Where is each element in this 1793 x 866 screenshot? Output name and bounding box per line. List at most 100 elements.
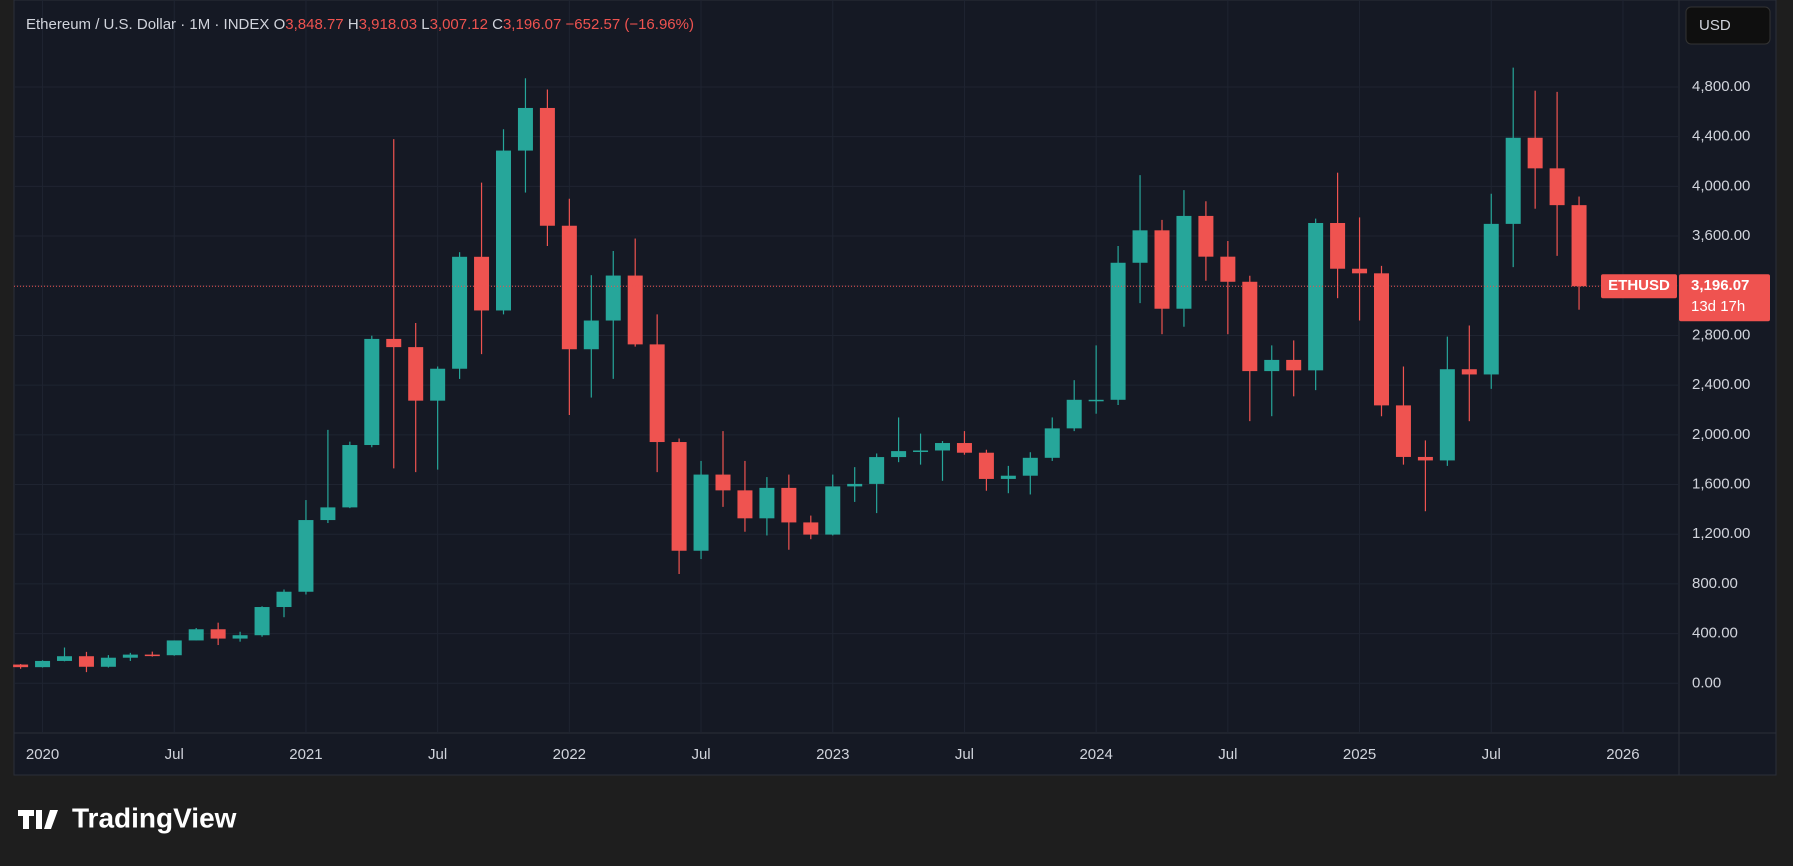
- x-tick-label: Jul: [1482, 746, 1501, 763]
- candle-body: [759, 487, 775, 519]
- candle-body: [1308, 223, 1324, 371]
- candle-body: [978, 452, 994, 479]
- candle-body: [869, 457, 885, 484]
- candle-body: [715, 474, 731, 491]
- candle-body: [78, 656, 94, 667]
- y-tick-label: 3,600.00: [1692, 227, 1750, 244]
- candle-body: [232, 635, 248, 639]
- y-tick-label: 2,400.00: [1692, 376, 1750, 393]
- candle-body: [1000, 475, 1016, 479]
- candle-body: [1176, 215, 1192, 309]
- o-label: O: [274, 16, 286, 33]
- y-tick-label: 400.00: [1692, 625, 1738, 642]
- candle-body: [847, 483, 863, 487]
- x-tick-label: Jul: [165, 746, 184, 763]
- candle-body: [496, 150, 511, 311]
- brand-logo: [18, 810, 58, 829]
- candle-body: [452, 256, 468, 369]
- candle-body: [935, 443, 950, 451]
- candle-body: [803, 522, 819, 535]
- candle-body: [386, 338, 402, 348]
- candle-body: [1286, 359, 1302, 371]
- candle-body: [1549, 168, 1565, 206]
- button-label[interactable]: USD: [1699, 17, 1731, 34]
- legend-header: Ethereum / U.S. Dollar · 1M · INDEX O3,8…: [26, 16, 694, 33]
- candle-body: [144, 654, 160, 657]
- candle-body: [605, 275, 621, 321]
- candle-body: [100, 657, 116, 667]
- candle-body: [517, 107, 533, 151]
- candle-body: [913, 450, 929, 452]
- candle-body: [561, 225, 577, 350]
- candle-body: [57, 656, 72, 661]
- candle-body: [474, 256, 490, 311]
- candle-body: [320, 507, 336, 521]
- candle-body: [1527, 137, 1543, 169]
- x-tick-label: 2020: [26, 746, 59, 763]
- candle-body: [1374, 273, 1389, 406]
- candle-body: [1264, 359, 1280, 372]
- y-tick-label: 2,800.00: [1692, 326, 1750, 343]
- price-tag-countdown: 13d 17h: [1691, 298, 1745, 315]
- x-tick-label: 2021: [289, 746, 322, 763]
- candle-body: [1505, 137, 1521, 224]
- h-value: 3,918.03: [359, 16, 417, 33]
- y-tick-label: 4,800.00: [1692, 78, 1750, 95]
- candle-body: [13, 664, 29, 668]
- candle-body: [254, 607, 270, 636]
- candle-body: [649, 344, 665, 443]
- change: −652.57 (−16.96%): [566, 16, 694, 33]
- h-label: H: [348, 16, 359, 33]
- candle-body: [122, 654, 138, 658]
- candle-body: [583, 320, 599, 350]
- l-value: 3,007.12: [430, 16, 488, 33]
- candle-body: [1066, 399, 1082, 429]
- candle-body: [430, 368, 446, 401]
- c-value: 3,196.07: [503, 16, 561, 33]
- candle-body: [1571, 205, 1587, 287]
- l-label: L: [421, 16, 429, 33]
- brand: TradingView: [18, 802, 237, 833]
- candle-body: [1461, 369, 1477, 375]
- x-tick-label: Jul: [1218, 746, 1237, 763]
- candle-body: [1110, 262, 1126, 400]
- currency-button[interactable]: USD: [1685, 6, 1771, 45]
- y-tick-label: 1,600.00: [1692, 475, 1750, 492]
- c-label: C: [492, 16, 503, 33]
- candle-body: [627, 275, 643, 345]
- x-tick-label: Jul: [691, 746, 710, 763]
- price-tag-value: 3,196.07: [1691, 277, 1749, 294]
- plot-area: [13, 0, 1679, 733]
- x-tick-label: 2026: [1606, 746, 1639, 763]
- candle-body: [1198, 215, 1214, 257]
- candle-body: [276, 591, 292, 608]
- candle-body: [1088, 399, 1104, 402]
- y-tick-label: 800.00: [1692, 575, 1738, 592]
- candle-body: [956, 443, 972, 453]
- candle-body: [35, 660, 51, 668]
- symbol: Ethereum / U.S. Dollar · 1M · INDEX: [26, 16, 269, 33]
- candle-body: [1439, 369, 1455, 461]
- y-tick-label: 4,400.00: [1692, 128, 1750, 145]
- x-tick-label: 2023: [816, 746, 849, 763]
- price-tag: [1679, 274, 1770, 322]
- x-tick-label: 2025: [1343, 746, 1376, 763]
- candle-body: [1417, 456, 1433, 461]
- candle-body: [1220, 256, 1236, 282]
- candle-body: [1352, 268, 1368, 274]
- candle-body: [210, 629, 226, 639]
- x-tick-label: 2024: [1079, 746, 1112, 763]
- x-tick-label: 2022: [553, 746, 586, 763]
- candle-body: [342, 445, 358, 508]
- candle-body: [891, 451, 907, 458]
- x-tick-label: Jul: [955, 746, 974, 763]
- candle-body: [188, 629, 204, 641]
- candle-body: [671, 442, 687, 551]
- o-value: 3,848.77: [285, 16, 343, 33]
- y-tick-label: 4,000.00: [1692, 177, 1750, 194]
- candle-body: [1044, 428, 1060, 458]
- x-tick-label: Jul: [428, 746, 447, 763]
- candle-body: [1022, 457, 1038, 476]
- y-tick-label: 0.00: [1692, 674, 1721, 691]
